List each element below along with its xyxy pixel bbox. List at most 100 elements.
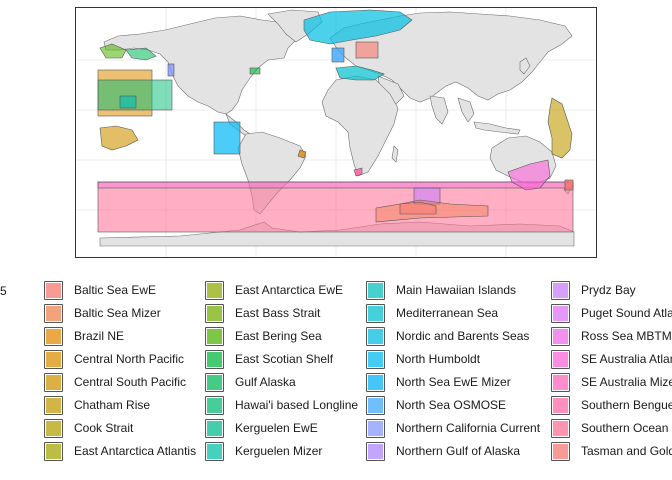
legend-swatch bbox=[368, 283, 383, 298]
legend-label: Mediterranean Sea bbox=[396, 306, 499, 320]
legend-label: SE Australia Mizer bbox=[581, 375, 672, 389]
region-north-humboldt bbox=[213, 121, 241, 155]
legend-swatch bbox=[207, 352, 222, 367]
legend-key bbox=[366, 281, 385, 300]
model-regions bbox=[97, 9, 574, 233]
legend-key bbox=[205, 327, 224, 346]
legend-swatch bbox=[553, 421, 568, 436]
legend-swatch bbox=[553, 306, 568, 321]
legend-swatch bbox=[368, 306, 383, 321]
legend-swatch bbox=[207, 444, 222, 459]
land-indonesia bbox=[473, 121, 521, 135]
legend-label: Tasman and Golden Bays bbox=[581, 444, 672, 458]
legend-label: Central North Pacific bbox=[74, 352, 185, 366]
legend-label: Prydz Bay bbox=[581, 283, 636, 297]
region-southern-ocean bbox=[97, 181, 574, 233]
land-north-america bbox=[103, 15, 301, 115]
legend-swatch bbox=[207, 306, 222, 321]
legend-swatch bbox=[46, 421, 61, 436]
legend-key bbox=[205, 350, 224, 369]
legend-key bbox=[205, 419, 224, 438]
land-japan bbox=[519, 57, 531, 75]
legend-key bbox=[366, 327, 385, 346]
land-india bbox=[429, 95, 449, 125]
legend-label: Kerguelen EwE bbox=[235, 421, 318, 435]
region-east-bering-sea bbox=[99, 43, 127, 59]
region-brazil-ne bbox=[297, 149, 307, 159]
legend-key bbox=[205, 442, 224, 461]
legend-key bbox=[366, 419, 385, 438]
legend-label: Cook Strait bbox=[74, 421, 134, 435]
legend-key bbox=[205, 373, 224, 392]
legend-label: Baltic Sea Mizer bbox=[74, 306, 161, 320]
region-mediterranean bbox=[335, 65, 385, 81]
legend-label: North Sea OSMOSE bbox=[396, 398, 507, 412]
region-chatham-rise bbox=[547, 97, 573, 159]
legend-swatch bbox=[368, 375, 383, 390]
region-main-hawaiian-islands bbox=[119, 95, 137, 109]
region-puget-sound bbox=[167, 63, 175, 77]
legend-label: SE Australia Atlantis bbox=[581, 352, 672, 366]
legend-key bbox=[366, 396, 385, 415]
legend-key bbox=[44, 442, 63, 461]
legend-swatch bbox=[368, 329, 383, 344]
legend-label: Nordic and Barents Seas bbox=[396, 329, 530, 343]
legend-label: Northern California Current bbox=[396, 421, 541, 435]
legend-key bbox=[366, 373, 385, 392]
legend-label: East Antarctica Atlantis bbox=[74, 444, 197, 458]
legend-swatch bbox=[368, 421, 383, 436]
region-se-australia bbox=[507, 159, 551, 191]
legend-key bbox=[551, 373, 570, 392]
land-eurasia bbox=[329, 11, 573, 103]
legend-key bbox=[551, 419, 570, 438]
legend-label: East Bering Sea bbox=[235, 329, 322, 343]
land-africa bbox=[321, 75, 399, 177]
legend-label: Kerguelen Mizer bbox=[235, 444, 323, 458]
legend-key bbox=[44, 419, 63, 438]
legend-key bbox=[44, 304, 63, 323]
legend-swatch bbox=[553, 398, 568, 413]
legend-label: Chatham Rise bbox=[74, 398, 151, 412]
legend-label: Southern Ocean bbox=[581, 421, 669, 435]
legend-swatch bbox=[207, 375, 222, 390]
legend-label: Brazil NE bbox=[74, 329, 125, 343]
land-madagascar bbox=[391, 145, 399, 163]
legend-label: North Humboldt bbox=[396, 352, 481, 366]
legend-swatch bbox=[46, 352, 61, 367]
legend-key bbox=[44, 350, 63, 369]
legend-label: East Scotian Shelf bbox=[235, 352, 334, 366]
legend-swatch bbox=[553, 444, 568, 459]
legend-key bbox=[366, 442, 385, 461]
land-se-asia bbox=[457, 97, 475, 123]
legend-key bbox=[551, 396, 570, 415]
legend-key bbox=[44, 327, 63, 346]
land bbox=[99, 9, 575, 247]
legend-label: Baltic Sea EwE bbox=[74, 283, 157, 297]
legend-key bbox=[551, 281, 570, 300]
legend-swatch bbox=[553, 283, 568, 298]
legend-label: Ross Sea MBTM bbox=[581, 329, 672, 343]
region-tasman-golden-bays bbox=[564, 179, 574, 191]
legend-label: Southern Benguela bbox=[581, 398, 672, 412]
legend-swatch bbox=[207, 421, 222, 436]
legend-swatch bbox=[46, 444, 61, 459]
legend-key bbox=[205, 396, 224, 415]
region-ross-sea-mbtm bbox=[97, 181, 574, 189]
legend-swatch bbox=[46, 306, 61, 321]
legend-swatch bbox=[368, 352, 383, 367]
region-east-scotian-shelf bbox=[249, 67, 261, 75]
region-central-south-pacific bbox=[99, 125, 139, 151]
legend-key bbox=[551, 350, 570, 369]
legend-key bbox=[44, 373, 63, 392]
legend-key bbox=[551, 304, 570, 323]
legend-label: East Bass Strait bbox=[235, 306, 321, 320]
region-gulf-alaska bbox=[125, 47, 157, 61]
legend-key bbox=[366, 350, 385, 369]
legend-label: Main Hawaiian Islands bbox=[396, 283, 517, 297]
legend-swatch bbox=[46, 375, 61, 390]
legend-swatch bbox=[553, 329, 568, 344]
region-kerguelen-ewe bbox=[399, 201, 437, 215]
legend-label: Central South Pacific bbox=[74, 375, 187, 389]
legend-label: Puget Sound Atlantis bbox=[581, 306, 672, 320]
